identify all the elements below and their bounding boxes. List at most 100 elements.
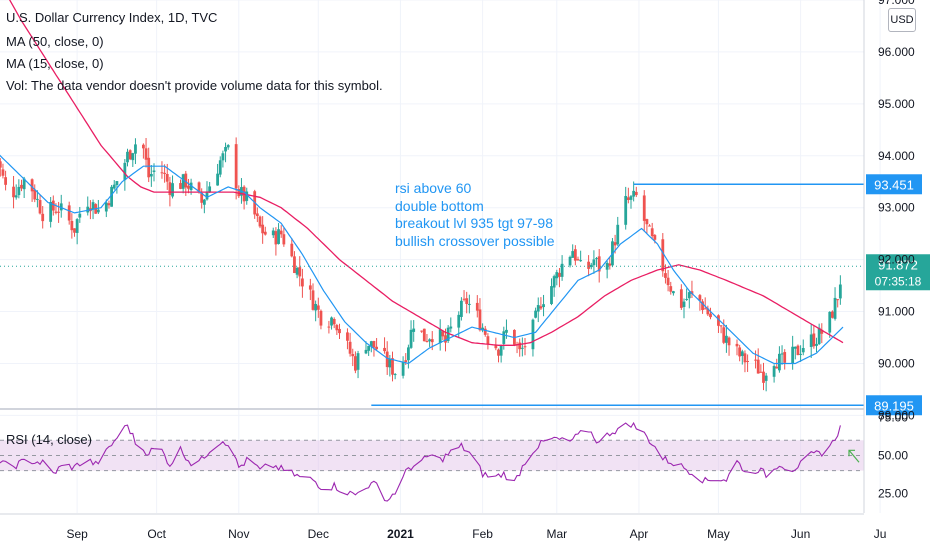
candle-body [216, 173, 219, 186]
candle-body [298, 267, 302, 277]
candle-body [653, 235, 657, 240]
candle-body [457, 314, 461, 328]
legend-ma15[interactable]: MA (15, close, 0) [6, 56, 104, 71]
candle-body [221, 153, 225, 161]
candle-body [801, 348, 805, 353]
candle-body [764, 375, 768, 381]
candle-body [271, 230, 275, 236]
candle-body [197, 182, 201, 192]
annotation-line: rsi above 60 [395, 180, 472, 196]
candle-body [372, 340, 376, 348]
candle-body [301, 278, 304, 287]
candle-body [404, 360, 408, 363]
candle-body [338, 328, 341, 334]
candle-body [391, 358, 394, 375]
candle-body [226, 145, 230, 148]
candle-body [698, 295, 702, 301]
candle-body [0, 161, 2, 168]
rsi-pane [0, 421, 864, 502]
candle-body [375, 346, 378, 350]
candle-body [311, 290, 315, 310]
currency-button[interactable]: USD [888, 8, 916, 32]
rsi-tick-label: 75.00 [878, 411, 908, 425]
chart-annotation[interactable]: rsi above 60 double bottom breakout lvl … [395, 180, 555, 250]
candle-body [679, 289, 683, 308]
candle-body [4, 177, 7, 185]
candle-body [738, 347, 742, 357]
candle-body [218, 160, 222, 175]
candle-body [179, 183, 182, 189]
x-tick-label: Dec [308, 527, 329, 541]
chart-grid [0, 0, 881, 513]
price-tick-label: 94.000 [878, 149, 915, 163]
candle-body [274, 231, 278, 245]
x-tick-label: Nov [228, 527, 249, 541]
candle-body [78, 213, 82, 218]
price-tick-label: 97.000 [878, 0, 915, 7]
candle-body [314, 303, 318, 311]
legend-volume[interactable]: Vol: The data vendor doesn't provide vol… [6, 78, 383, 93]
legend-title: U.S. Dollar Currency Index, 1D, TVC [6, 10, 218, 25]
candle-body [67, 205, 71, 221]
candle-body [279, 230, 283, 235]
countdown-timer: 07:35:18 [875, 274, 922, 288]
candle-body [462, 298, 466, 300]
candle-body [791, 346, 795, 364]
x-tick-label: Apr [630, 527, 649, 541]
candle-body [815, 343, 818, 346]
level-price-tag [866, 395, 922, 416]
candle-body [152, 170, 156, 172]
candle-body [536, 305, 540, 312]
candle-body [560, 263, 564, 277]
candle-body [104, 202, 108, 212]
ma50-path [8, 0, 844, 346]
candle-body [33, 189, 37, 200]
candle-body [573, 249, 577, 261]
candle-body [587, 261, 590, 269]
candle-body [796, 345, 800, 356]
candle-body [624, 196, 628, 225]
candle-body [809, 334, 813, 348]
axes: 97.000 96.000 95.000 94.000 93.000 92.000 91.0… [0, 0, 915, 541]
candle-body [110, 186, 113, 207]
candle-body [558, 272, 561, 277]
price-tick-label: 90.000 [878, 356, 915, 370]
candle-body [181, 174, 185, 189]
candle-body [367, 345, 371, 351]
candle-body [661, 239, 665, 272]
candle-body [388, 359, 392, 368]
level-price-tag [866, 174, 922, 195]
candle-body [330, 317, 333, 326]
candle-body [486, 336, 490, 344]
candle-body [12, 186, 15, 198]
candle-body [446, 327, 450, 341]
candle-body [70, 220, 74, 231]
candle-body [49, 202, 53, 222]
x-tick-label: Feb [472, 527, 493, 541]
candle-body [107, 203, 111, 206]
rsi-line [0, 421, 841, 502]
candle-body [261, 224, 265, 234]
candle-body [112, 184, 116, 189]
candle-body [568, 256, 572, 266]
x-tick-label: May [707, 527, 730, 541]
candle-body [316, 305, 320, 310]
candle-body [420, 330, 424, 332]
candle-body [531, 319, 535, 350]
candle-body [722, 327, 726, 343]
candle-body [348, 341, 352, 354]
candle-body [645, 219, 649, 225]
candle-body [499, 345, 503, 356]
candle-body [319, 310, 323, 326]
candle-body [772, 366, 776, 377]
candle-body [539, 306, 543, 309]
candle-body [555, 272, 559, 279]
price-tick-label: 93.000 [878, 201, 915, 215]
candle-body [41, 213, 45, 222]
rsi-legend[interactable]: RSI (14, close) [6, 432, 92, 447]
candle-body [356, 353, 360, 370]
legend-ma50[interactable]: MA (50, close, 0) [6, 34, 104, 49]
candle-body [523, 346, 527, 348]
candle-body [520, 347, 524, 349]
